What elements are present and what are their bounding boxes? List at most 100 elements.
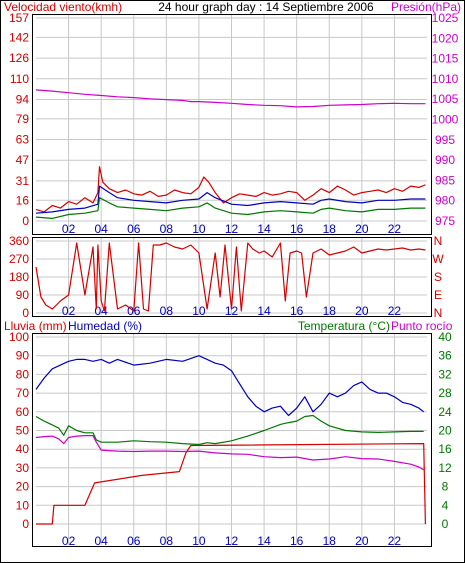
temperature-axis-label: Temperatura (°C) bbox=[298, 319, 390, 333]
left-tick-label: 50 bbox=[16, 424, 30, 438]
rain-axis-label: Lluvia (mm) bbox=[4, 319, 67, 333]
series-line-4 bbox=[35, 89, 426, 108]
left-tick-label: 94 bbox=[16, 92, 30, 106]
hour-tick-label: 02 bbox=[62, 304, 76, 318]
pressure-axis-label: Presión(hPa) bbox=[391, 0, 461, 14]
right-tick-label: 990 bbox=[435, 153, 455, 167]
left-tick-label: 20 bbox=[16, 480, 30, 494]
hour-tick-label: 14 bbox=[257, 304, 271, 318]
right-tick-label: 1025 bbox=[432, 11, 459, 25]
right-tick-label: 36 bbox=[438, 349, 452, 363]
hour-tick-label: 16 bbox=[290, 304, 304, 318]
left-tick-label: 157 bbox=[9, 11, 29, 25]
right-tick-label: 20 bbox=[438, 424, 452, 438]
right-tick-label: N bbox=[434, 234, 443, 248]
panel-frame bbox=[32, 237, 432, 317]
hour-tick-label: 22 bbox=[388, 222, 402, 236]
left-tick-label: 0 bbox=[22, 214, 29, 228]
right-tick-label: 0 bbox=[442, 517, 449, 531]
series-line-1 bbox=[35, 166, 426, 213]
left-tick-label: 79 bbox=[16, 112, 30, 126]
hour-tick-label: 18 bbox=[323, 304, 337, 318]
series-line-2 bbox=[35, 185, 426, 214]
hour-tick-label: 06 bbox=[127, 222, 141, 236]
panel-frame bbox=[32, 333, 432, 547]
left-tick-label: 47 bbox=[16, 153, 30, 167]
right-tick-label: 995 bbox=[435, 133, 455, 147]
hour-tick-label: 22 bbox=[388, 534, 402, 548]
right-tick-label: 32 bbox=[438, 367, 452, 381]
chart-title: 24 hour graph day : 14 Septiembre 2006 bbox=[158, 0, 374, 14]
left-tick-label: 63 bbox=[16, 133, 30, 147]
right-tick-label: 985 bbox=[435, 173, 455, 187]
left-tick-label: 180 bbox=[9, 270, 29, 284]
left-tick-label: 126 bbox=[9, 51, 29, 65]
hour-tick-label: 12 bbox=[225, 222, 239, 236]
hour-tick-label: 20 bbox=[355, 222, 369, 236]
hour-tick-label: 20 bbox=[355, 534, 369, 548]
right-tick-label: W bbox=[432, 252, 444, 266]
humidity-axis-label: Humedad (%) bbox=[68, 319, 142, 333]
panel-1: 0 975 16 980 31 985 47 990 63 995 79 1000 94 1005 110 1… bbox=[9, 11, 459, 236]
hour-tick-label: 04 bbox=[94, 222, 108, 236]
left-tick-label: 30 bbox=[16, 461, 30, 475]
wind-axis-label: Velocidad viento(kmh) bbox=[4, 0, 122, 14]
series-line-4 bbox=[35, 435, 425, 471]
series-line-1 bbox=[35, 242, 426, 312]
right-tick-label: 8 bbox=[442, 480, 449, 494]
right-tick-label: 12 bbox=[438, 461, 452, 475]
right-tick-label: 40 bbox=[438, 330, 452, 344]
hour-tick-label: 08 bbox=[160, 222, 174, 236]
left-tick-label: 40 bbox=[16, 442, 30, 456]
hour-tick-label: 18 bbox=[323, 534, 337, 548]
hour-tick-label: 22 bbox=[388, 304, 402, 318]
left-tick-label: 90 bbox=[16, 288, 30, 302]
panel-frame bbox=[32, 14, 432, 235]
right-tick-label: N bbox=[434, 306, 443, 320]
right-tick-label: 24 bbox=[438, 405, 452, 419]
right-tick-label: E bbox=[434, 288, 442, 302]
dewpoint-axis-label: Punto rocío bbox=[391, 319, 453, 333]
series-line-3 bbox=[35, 197, 426, 219]
right-tick-label: 1010 bbox=[432, 72, 459, 86]
hour-tick-label: 14 bbox=[257, 222, 271, 236]
hour-tick-label: 16 bbox=[290, 222, 304, 236]
left-tick-label: 0 bbox=[22, 517, 29, 531]
right-tick-label: 975 bbox=[435, 214, 455, 228]
left-tick-label: 16 bbox=[16, 193, 30, 207]
hour-tick-label: 04 bbox=[94, 534, 108, 548]
right-tick-label: 1015 bbox=[432, 52, 459, 66]
series-line-1 bbox=[36, 443, 426, 525]
left-tick-label: 360 bbox=[9, 234, 29, 248]
left-tick-label: 110 bbox=[10, 72, 29, 86]
left-tick-label: 100 bbox=[9, 330, 29, 344]
left-tick-label: 270 bbox=[9, 252, 29, 266]
left-tick-label: 90 bbox=[16, 349, 30, 363]
hour-tick-label: 12 bbox=[225, 304, 239, 318]
hour-tick-label: 08 bbox=[160, 304, 174, 318]
right-tick-label: 1020 bbox=[432, 31, 459, 45]
series-line-2 bbox=[35, 355, 425, 417]
right-tick-label: 28 bbox=[438, 386, 452, 400]
left-tick-label: 142 bbox=[9, 30, 29, 44]
hour-tick-label: 10 bbox=[192, 222, 206, 236]
left-tick-label: 70 bbox=[16, 386, 30, 400]
right-tick-label: 1000 bbox=[432, 113, 459, 127]
hour-tick-label: 10 bbox=[192, 534, 206, 548]
hour-tick-label: 10 bbox=[192, 304, 206, 318]
hour-tick-label: 18 bbox=[323, 222, 337, 236]
hour-tick-label: 20 bbox=[355, 304, 369, 318]
left-tick-label: 10 bbox=[16, 498, 30, 512]
left-tick-label: 60 bbox=[16, 405, 30, 419]
hour-tick-label: 16 bbox=[290, 534, 304, 548]
series-line-3 bbox=[35, 414, 424, 446]
left-tick-label: 31 bbox=[16, 174, 30, 188]
hour-tick-label: 08 bbox=[160, 534, 174, 548]
hour-tick-label: 14 bbox=[257, 534, 271, 548]
right-tick-label: 16 bbox=[438, 442, 452, 456]
hour-tick-label: 12 bbox=[225, 534, 239, 548]
